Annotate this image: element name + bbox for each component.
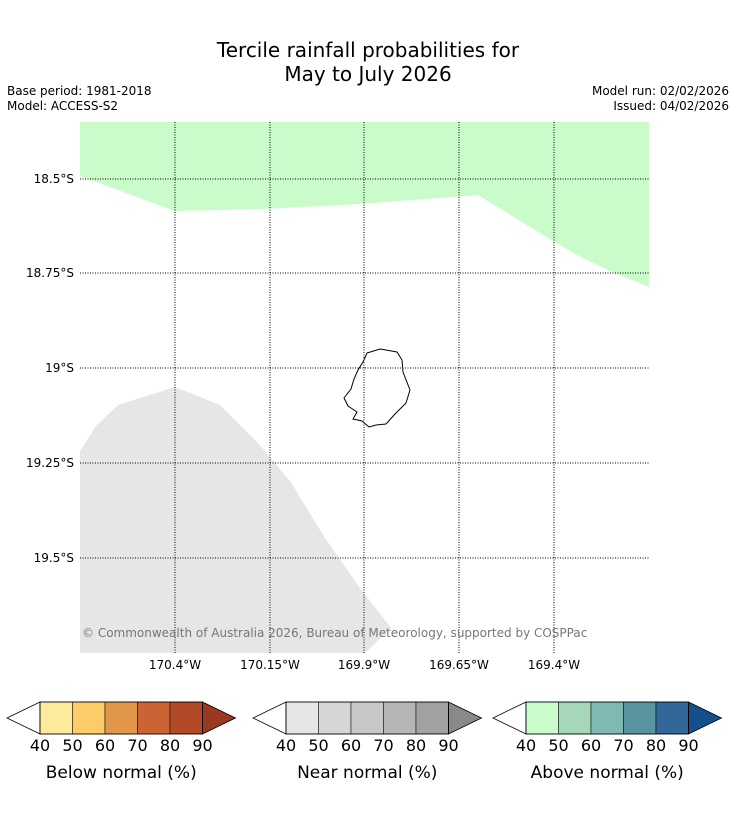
colorbar-tick-label: 60 xyxy=(341,736,361,755)
colorbar-tick-label: 50 xyxy=(548,736,568,755)
title-line-2: May to July 2026 xyxy=(284,62,452,86)
model-run: Model run: 02/02/2026 xyxy=(591,84,729,98)
colorbar-tick-label: 50 xyxy=(62,736,82,755)
colorbar-bin xyxy=(525,701,559,735)
colorbar-bin xyxy=(137,701,171,735)
colorbar-tick-label: 70 xyxy=(373,736,393,755)
island-outline xyxy=(343,348,411,428)
colorbar-bin xyxy=(415,701,449,735)
colorbar-bin xyxy=(318,701,352,735)
colorbar-outline xyxy=(525,701,689,735)
lat-label: 18.75°S xyxy=(26,266,74,280)
colorbar-tick-label: 40 xyxy=(516,736,536,755)
colorbar-bin xyxy=(655,701,689,735)
lat-labels: 18.5°S 18.75°S 19°S 19.25°S 19.5°S xyxy=(26,172,74,565)
legend-below-normal: 40 50 60 70 80 90 Below normal (%) xyxy=(6,701,237,783)
above-normal-region xyxy=(80,122,649,287)
colorbar-caption: Below normal (%) xyxy=(46,763,197,783)
graticule xyxy=(80,122,649,653)
colorbar-outline xyxy=(285,701,449,735)
colorbar-tick-label: 70 xyxy=(613,736,633,755)
colorbar-bin xyxy=(558,701,592,735)
lat-label: 19.25°S xyxy=(26,456,74,470)
colorbar-bin xyxy=(285,701,319,735)
colorbar-tick-label: 50 xyxy=(308,736,328,755)
colorbar-bin xyxy=(623,701,657,735)
colorbar-bin xyxy=(383,701,417,735)
colorbar-bin xyxy=(72,701,106,735)
colorbar-tick-label: 80 xyxy=(406,736,426,755)
legend-above-normal: 40 50 60 70 80 90 Above normal (%) xyxy=(492,701,723,783)
colorbar-tick-label: 40 xyxy=(30,736,50,755)
copyright-text: © Commonwealth of Australia 2026, Bureau… xyxy=(82,626,587,640)
base-period: Base period: 1981-2018 xyxy=(7,84,152,98)
issued-date: Issued: 04/02/2026 xyxy=(613,99,729,113)
lon-label: 169.4°W xyxy=(528,658,580,672)
lat-label: 19°S xyxy=(45,361,74,375)
lon-label: 170.4°W xyxy=(149,658,201,672)
colorbar-tick-label: 90 xyxy=(192,736,212,755)
colorbar-tick-label: 70 xyxy=(127,736,147,755)
colorbar-bin xyxy=(590,701,624,735)
colorbar-min-arrow xyxy=(6,701,41,735)
colorbar-caption: Near normal (%) xyxy=(297,763,437,783)
lon-label: 169.65°W xyxy=(429,658,489,672)
lon-label: 170.15°W xyxy=(240,658,300,672)
colorbar-tick-label: 80 xyxy=(160,736,180,755)
colorbar-max-arrow xyxy=(448,701,483,735)
colorbar-min-arrow xyxy=(252,701,287,735)
title-line-1: Tercile rainfall probabilities for xyxy=(216,38,520,62)
colorbar-tick-label: 90 xyxy=(678,736,698,755)
model-name: Model: ACCESS-S2 xyxy=(7,99,119,113)
colorbar-max-arrow xyxy=(688,701,723,735)
colorbar-tick-label: 80 xyxy=(646,736,666,755)
lat-label: 19.5°S xyxy=(34,551,74,565)
colorbar-bin xyxy=(169,701,203,735)
meta-left: Base period: 1981-2018 Model: ACCESS-S2 xyxy=(7,84,152,114)
colorbar-tick-label: 90 xyxy=(438,736,458,755)
colorbar-bin xyxy=(350,701,384,735)
colorbar-tick-label: 60 xyxy=(581,736,601,755)
colorbar-max-arrow xyxy=(202,701,237,735)
near-normal-region xyxy=(80,387,391,653)
colorbar-caption: Above normal (%) xyxy=(531,763,684,783)
colorbar-bin xyxy=(39,701,73,735)
colorbar-outline xyxy=(39,701,203,735)
lat-label: 18.5°S xyxy=(34,172,74,186)
colorbar-tick-label: 40 xyxy=(276,736,296,755)
colorbar-bin xyxy=(104,701,138,735)
map-panel: 18.5°S 18.75°S 19°S 19.25°S 19.5°S 170.4… xyxy=(26,122,649,672)
lon-labels: 170.4°W 170.15°W 169.9°W 169.65°W 169.4°… xyxy=(149,658,580,672)
colorbar-tick-label: 60 xyxy=(95,736,115,755)
colorbar-min-arrow xyxy=(492,701,527,735)
lon-label: 169.9°W xyxy=(338,658,390,672)
map-title: Tercile rainfall probabilities for May t… xyxy=(0,38,736,86)
meta-right: Model run: 02/02/2026 Issued: 04/02/2026 xyxy=(592,84,729,114)
